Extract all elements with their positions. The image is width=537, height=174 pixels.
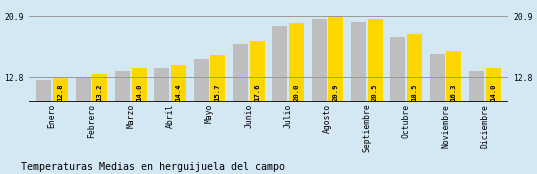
Bar bbox=[430, 54, 445, 102]
Text: 13.2: 13.2 bbox=[97, 84, 103, 101]
Bar bbox=[407, 34, 422, 102]
Bar bbox=[115, 71, 130, 102]
Bar bbox=[328, 16, 343, 102]
Text: 12.8: 12.8 bbox=[57, 84, 63, 101]
Bar bbox=[233, 44, 248, 102]
Text: 16.3: 16.3 bbox=[451, 84, 457, 101]
Bar bbox=[194, 58, 209, 102]
Bar bbox=[37, 80, 52, 102]
Bar bbox=[351, 22, 366, 102]
Bar bbox=[469, 71, 484, 102]
Bar bbox=[289, 23, 304, 102]
Bar bbox=[76, 77, 91, 102]
Text: 17.6: 17.6 bbox=[254, 84, 260, 101]
Text: 20.9: 20.9 bbox=[333, 84, 339, 101]
Text: 15.7: 15.7 bbox=[215, 84, 221, 101]
Text: 14.4: 14.4 bbox=[176, 84, 182, 101]
Bar bbox=[368, 19, 382, 102]
Text: 18.5: 18.5 bbox=[411, 84, 417, 101]
Text: 20.0: 20.0 bbox=[293, 84, 300, 101]
Bar bbox=[155, 68, 169, 102]
Bar bbox=[250, 41, 265, 102]
Text: 14.0: 14.0 bbox=[490, 84, 496, 101]
Bar bbox=[53, 77, 68, 102]
Bar bbox=[272, 26, 287, 102]
Bar bbox=[171, 65, 186, 102]
Bar bbox=[446, 51, 461, 102]
Text: Temperaturas Medias en herguijuela del campo: Temperaturas Medias en herguijuela del c… bbox=[21, 162, 286, 172]
Text: 20.5: 20.5 bbox=[372, 84, 378, 101]
Bar bbox=[390, 37, 405, 102]
Bar bbox=[92, 74, 107, 102]
Text: 14.0: 14.0 bbox=[136, 84, 142, 101]
Bar bbox=[485, 68, 500, 102]
Bar bbox=[312, 19, 326, 102]
Bar bbox=[211, 56, 225, 102]
Bar bbox=[132, 68, 147, 102]
